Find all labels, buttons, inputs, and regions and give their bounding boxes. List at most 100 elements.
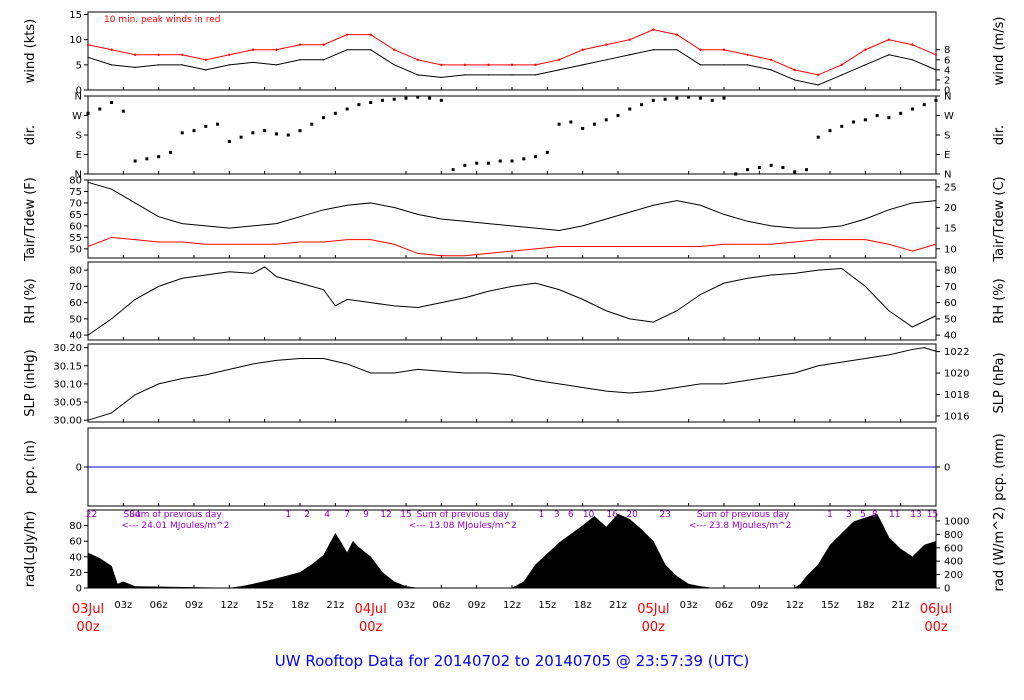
slp-ytick-label-right: 1020: [944, 369, 969, 380]
rad-ytick-label-right: 600: [944, 543, 963, 554]
rad-hour-label: 23: [659, 510, 670, 520]
dir-ytick-label-left: S: [76, 131, 82, 142]
dir-point: [899, 111, 903, 115]
wind-point: [86, 43, 90, 46]
rad-ytick-label-left: 40: [69, 552, 82, 563]
dir-point: [145, 157, 149, 161]
dir-point: [357, 103, 361, 107]
wind-point: [369, 33, 372, 36]
wind-point: [864, 48, 867, 51]
wind-point: [417, 74, 419, 76]
dir-point: [710, 98, 714, 102]
wind-point: [864, 64, 866, 66]
dir-point: [333, 111, 337, 115]
day-label: 03Jul: [72, 602, 104, 617]
temp-ytick-label-left: 60: [69, 221, 82, 232]
dir-point: [463, 163, 467, 167]
rad-ytick-label-right: 200: [944, 570, 963, 581]
slp-ytick-label-right: 1022: [944, 347, 969, 358]
wind-point: [629, 54, 631, 56]
dir-point: [793, 170, 797, 174]
rh-ytick-label-right: 70: [944, 282, 957, 293]
dir-ytick-label-right: E: [944, 150, 950, 161]
wind-point: [652, 28, 655, 31]
wind-point: [675, 33, 679, 36]
dir-point: [251, 131, 255, 135]
wind-point: [275, 64, 278, 66]
dir-point: [110, 101, 114, 104]
wind-ytick-label-left: 15: [69, 10, 82, 21]
wind-point: [888, 54, 890, 56]
rad-note-line1: Sum of previous day: [129, 510, 222, 520]
slp-frame: [87, 343, 937, 423]
dir-point: [545, 150, 549, 154]
wind-point: [345, 33, 349, 36]
slp-ytick-label-left: 30.05: [53, 398, 82, 409]
dir-point: [380, 98, 384, 102]
temp-ytick-label-left: 55: [69, 233, 82, 244]
wind-point: [110, 64, 113, 66]
xtick-label: 15z: [538, 600, 556, 611]
wind-point: [817, 73, 820, 77]
wind-point: [911, 59, 914, 61]
wind-point: [134, 66, 136, 68]
rad-ytick-label-right: 1000: [944, 516, 969, 527]
xtick-label: 18z: [291, 600, 309, 611]
slp-ytick-label-left: 30.10: [53, 379, 82, 390]
xtick-label: 15z: [256, 600, 274, 611]
wind-point: [228, 53, 231, 56]
dir-point: [887, 116, 891, 120]
rh-series-line: [87, 266, 937, 336]
rad-hour-label: 1: [827, 510, 833, 520]
wind-point: [463, 63, 467, 67]
day-time-label: 00z: [642, 620, 666, 635]
wind-point: [628, 38, 631, 41]
temp-ylabel-left: Tair/Tdew (F): [23, 177, 38, 262]
wind-point: [157, 53, 160, 56]
dir-point: [604, 118, 608, 122]
rad-area: [87, 513, 937, 589]
rad-ytick-label-right: 800: [944, 530, 963, 541]
rad-hour-label: 22: [86, 510, 97, 520]
slp-ytick-label-right: 1018: [944, 390, 969, 401]
wind-point: [723, 64, 725, 66]
rh-ytick-label-right: 50: [944, 314, 957, 325]
wind-point: [346, 49, 348, 51]
dir-point: [204, 124, 208, 128]
wind-point: [299, 59, 301, 61]
rad-hour-label: 16: [606, 510, 618, 520]
rad-hour-label: 1: [285, 510, 291, 520]
xtick-label: 21z: [609, 600, 627, 611]
dir-ytick-label-left: W: [72, 111, 82, 122]
dir-point: [592, 122, 596, 126]
wind-point: [699, 48, 702, 51]
dir-point: [345, 107, 349, 111]
rh-ytick-label-right: 60: [944, 298, 957, 309]
dir-point: [781, 166, 785, 169]
wind-point: [133, 53, 137, 56]
dir-point: [439, 98, 443, 102]
dir-point: [663, 97, 667, 101]
wind-point: [322, 59, 325, 61]
rh-ytick-label-left: 80: [69, 266, 82, 277]
slp-panel: 30.00 30.05 30.10 30.15 30.20 1016 1018 1020 102…: [23, 343, 1007, 427]
rad-ylabel-left: rad(Lgly/hr): [23, 511, 38, 587]
wind-point: [793, 68, 796, 72]
xtick-label: 03z: [680, 600, 698, 611]
wind-ytick-label-right: 8: [944, 45, 950, 56]
dir-point: [510, 159, 514, 163]
rh-ylabel-left: RH (%): [23, 278, 38, 323]
slp-ytick-label-left: 30.20: [53, 343, 82, 354]
xtick-label: 03z: [114, 600, 132, 611]
xtick-label: 09z: [750, 600, 768, 611]
wind-point: [440, 76, 442, 79]
dir-point: [698, 96, 702, 100]
rh-ytick-label-left: 50: [69, 314, 82, 325]
pcp-ytick-label-right: 0: [944, 463, 950, 474]
dir-point: [310, 122, 314, 126]
rad-ytick-label-left: 60: [69, 537, 82, 548]
wind-point: [298, 43, 302, 46]
rad-ytick-label-left: 20: [69, 568, 82, 579]
slp-ytick-label-right: 1016: [944, 411, 969, 422]
